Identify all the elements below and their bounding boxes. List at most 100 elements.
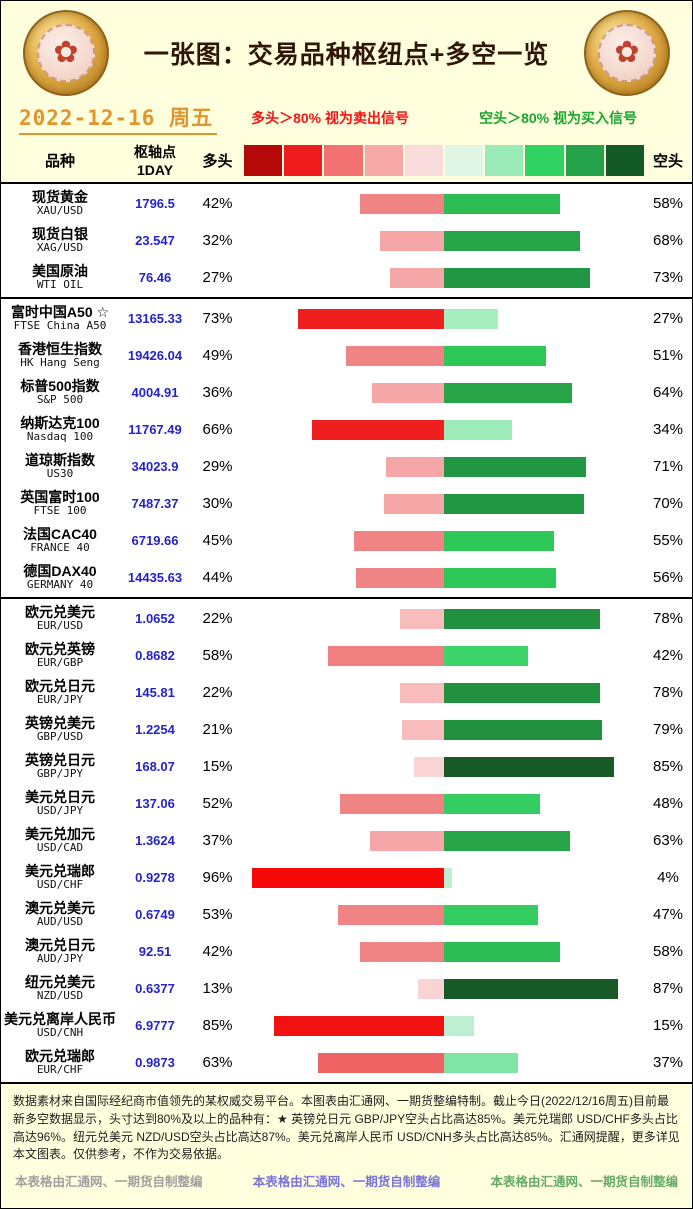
instrument-code: NZD/USD bbox=[36, 989, 84, 1003]
scale-swatch bbox=[244, 144, 283, 176]
table-row: 美元兑离岸人民币 USD/CNH 6.9777 85% 15% bbox=[1, 1007, 692, 1044]
table-row: 法国CAC40 FRANCE 40 6719.66 45% 55% bbox=[1, 522, 692, 559]
table-row: 纽元兑美元 NZD/USD 0.6377 13% 87% bbox=[1, 970, 692, 1007]
instrument-group-indices: 富时中国A50 ☆ FTSE China A50 13165.33 73% 27% 香港恒… bbox=[1, 299, 692, 599]
long-percent: 52% bbox=[202, 795, 233, 812]
long-bar-zone bbox=[244, 267, 444, 288]
table-row: 香港恒生指数 HK Hang Seng 19426.04 49% 51% bbox=[1, 337, 692, 374]
pivot-value: 19426.04 bbox=[127, 348, 183, 363]
table-row: 澳元兑美元 AUD/USD 0.6749 53% 47% bbox=[1, 896, 692, 933]
short-percent: 42% bbox=[652, 647, 684, 664]
short-bar bbox=[444, 830, 570, 851]
column-headers: 品种 枢轴点1DAY 多头 空头 bbox=[1, 138, 692, 182]
instrument-code: GERMANY 40 bbox=[26, 578, 94, 592]
long-bar-zone bbox=[244, 567, 444, 588]
table-row: 美元兑加元 USD/CAD 1.3624 37% 63% bbox=[1, 822, 692, 859]
long-short-bar bbox=[244, 345, 644, 366]
short-percent: 79% bbox=[652, 721, 684, 738]
long-short-bar bbox=[244, 978, 644, 999]
long-percent: 63% bbox=[202, 1054, 233, 1071]
flower-icon: ✿ bbox=[614, 35, 640, 69]
table-row: 欧元兑日元 EUR/JPY 145.81 22% 78% bbox=[1, 674, 692, 711]
long-short-bar bbox=[244, 867, 644, 888]
scale-swatch bbox=[284, 144, 323, 176]
short-bar bbox=[444, 308, 498, 329]
short-bar-zone bbox=[444, 267, 644, 288]
short-percent: 68% bbox=[652, 232, 684, 249]
long-bar bbox=[346, 345, 444, 366]
legend-short-note: 空头＞80% 视为买入信号 bbox=[479, 110, 637, 126]
long-short-bar bbox=[244, 530, 644, 551]
instrument-name-cn: 美元兑瑞郎 bbox=[25, 862, 95, 879]
table-row: 纳斯达克100 Nasdaq 100 11767.49 66% 34% bbox=[1, 411, 692, 448]
long-short-bar bbox=[244, 493, 644, 514]
long-bar bbox=[400, 682, 444, 703]
short-bar-zone bbox=[444, 456, 644, 477]
long-bar bbox=[312, 419, 444, 440]
scale-swatch bbox=[525, 144, 564, 176]
short-percent: 55% bbox=[652, 532, 684, 549]
short-percent: 70% bbox=[652, 495, 684, 512]
table-row: 美元兑瑞郎 USD/CHF 0.9278 96% 4% bbox=[1, 859, 692, 896]
long-bar-zone bbox=[244, 308, 444, 329]
instrument-name-cn: 标普500指数 bbox=[20, 377, 100, 394]
instrument-code: XAG/USD bbox=[36, 241, 84, 255]
short-bar bbox=[444, 793, 540, 814]
long-percent: 13% bbox=[202, 980, 233, 997]
instrument-name: 现货白银 XAG/USD bbox=[1, 226, 119, 255]
page-title: 一张图：交易品种枢纽点+多空一览 bbox=[143, 40, 550, 69]
short-percent: 27% bbox=[652, 310, 684, 327]
instrument-name: 欧元兑瑞郎 EUR/CHF bbox=[1, 1048, 119, 1077]
watermark: 本表格由汇通网、一期货自制整编 bbox=[15, 1175, 203, 1189]
short-bar bbox=[444, 1015, 474, 1036]
instrument-name: 美元兑离岸人民币 USD/CNH bbox=[1, 1010, 119, 1040]
long-percent: 49% bbox=[202, 347, 233, 364]
table-row: 美元兑日元 USD/JPY 137.06 52% 48% bbox=[1, 785, 692, 822]
long-percent: 27% bbox=[202, 269, 233, 286]
instruments-table: 现货黄金 XAU/USD 1796.5 42% 58% 现货白银 XAG/USD 23.547… bbox=[1, 182, 692, 1084]
short-bar-zone bbox=[444, 345, 644, 366]
short-bar-zone bbox=[444, 193, 644, 214]
long-bar bbox=[414, 756, 444, 777]
short-bar-zone bbox=[444, 719, 644, 740]
instrument-name: 香港恒生指数 HK Hang Seng bbox=[1, 340, 119, 370]
instrument-name-cn: 香港恒生指数 bbox=[18, 340, 102, 357]
instrument-name-cn: 美元兑加元 bbox=[25, 825, 95, 842]
short-bar-zone bbox=[444, 645, 644, 666]
short-bar bbox=[444, 382, 572, 403]
instrument-name-cn: 澳元兑日元 bbox=[25, 936, 95, 953]
long-bar-zone bbox=[244, 608, 444, 629]
scale-swatch bbox=[324, 144, 363, 176]
long-bar-zone bbox=[244, 530, 444, 551]
long-bar bbox=[372, 382, 444, 403]
long-bar-zone bbox=[244, 904, 444, 925]
long-bar bbox=[370, 830, 444, 851]
long-bar bbox=[386, 456, 444, 477]
instrument-name: 美元兑加元 USD/CAD bbox=[1, 825, 119, 855]
instrument-name-cn: 美元兑离岸人民币 bbox=[4, 1010, 116, 1027]
short-bar bbox=[444, 941, 560, 962]
long-bar-zone bbox=[244, 830, 444, 851]
short-percent: 15% bbox=[652, 1017, 684, 1034]
instrument-code: USD/CHF bbox=[36, 878, 84, 892]
instrument-code: AUD/JPY bbox=[36, 952, 84, 966]
instrument-name-cn: 澳元兑美元 bbox=[25, 899, 95, 916]
long-bar bbox=[402, 719, 444, 740]
table-row: 现货白银 XAG/USD 23.547 32% 68% bbox=[1, 222, 692, 259]
pivot-value: 6719.66 bbox=[131, 533, 179, 548]
long-bar-zone bbox=[244, 345, 444, 366]
table-row: 美国原油 WTI OIL 76.46 27% 73% bbox=[1, 259, 692, 296]
short-percent: 58% bbox=[652, 943, 684, 960]
pivot-value: 137.06 bbox=[135, 796, 175, 811]
instrument-name-cn: 德国DAX40 bbox=[23, 562, 97, 579]
short-percent: 78% bbox=[652, 610, 684, 627]
instrument-name: 道琼斯指数 US30 bbox=[1, 452, 119, 481]
table-row: 英国富时100 FTSE 100 7487.37 30% 70% bbox=[1, 485, 692, 522]
pivot-value: 23.547 bbox=[135, 233, 175, 248]
short-bar bbox=[444, 1052, 518, 1073]
table-row: 德国DAX40 GERMANY 40 14435.63 44% 56% bbox=[1, 559, 692, 596]
scale-swatch bbox=[485, 144, 524, 176]
short-percent: 51% bbox=[652, 347, 684, 364]
short-percent: 63% bbox=[652, 832, 684, 849]
short-bar bbox=[444, 978, 618, 999]
